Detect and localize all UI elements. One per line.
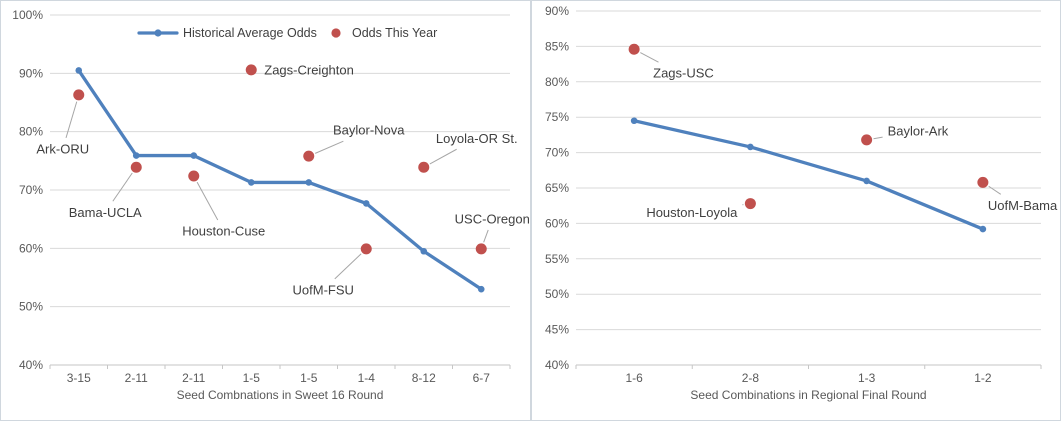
annotation-label: Baylor-Ark [888, 123, 949, 138]
annotation-leader-line [112, 172, 133, 202]
annotation-label: Houston-Cuse [182, 224, 265, 239]
odds-this-year-dot [861, 134, 873, 146]
historical-odds-marker [863, 177, 870, 185]
annotation-leader-line [873, 136, 883, 140]
historical-odds-marker [75, 67, 83, 74]
regional-final-chart-svg: 40% 45% 50% 55% 60% 65% 70% 75% 80% 85% 90% 1-6 2-8 1… [531, 0, 1061, 421]
odds-this-year-dot [130, 161, 142, 173]
sweet16-chart-svg: 40% 50% 60% 70% 80% 90% 100% 3-15 2-11 2-11 1-5 1-5… [0, 0, 531, 421]
annotation-leader-line [640, 52, 659, 63]
y-tick-label: 50% [19, 300, 43, 314]
odds-this-year-dot [628, 43, 640, 55]
annotation-leader-line [334, 253, 362, 280]
y-tick-label: 50% [545, 287, 569, 301]
y-tick-label: 70% [545, 146, 569, 160]
x-tick-label: 1-2 [974, 371, 992, 385]
y-tick-label: 40% [545, 358, 569, 372]
historical-odds-marker [247, 179, 255, 186]
odds-this-year-dot [418, 161, 430, 173]
legend-line-marker [154, 29, 162, 37]
y-tick-label: 80% [19, 125, 43, 139]
y-tick-label: 45% [545, 323, 569, 337]
annotation-label: Ark-ORU [36, 141, 89, 156]
annotation-label: Loyola-OR St. [436, 131, 518, 146]
y-tick-label: 70% [19, 183, 43, 197]
historical-odds-marker [362, 200, 370, 207]
annotation-label: USC-Oregon [455, 211, 530, 226]
odds-this-year-dot [360, 243, 372, 255]
annotation-label: Houston-Loyola [646, 205, 738, 220]
historical-odds-line [632, 119, 985, 231]
historical-odds-marker [132, 152, 140, 159]
annotation-leader-line [65, 101, 78, 139]
y-tick-label: 40% [19, 358, 43, 372]
x-tick-label: 2-8 [742, 371, 760, 385]
odds-this-year-dot [73, 89, 85, 101]
panel-border [531, 0, 1061, 421]
historical-odds-marker [305, 179, 313, 186]
y-tick-label: 90% [545, 4, 569, 18]
historical-odds-marker [190, 152, 198, 159]
historical-odds-marker [979, 225, 987, 233]
odds-this-year-dot [245, 64, 257, 76]
y-tick-label: 65% [545, 181, 569, 195]
y-tick-label: 55% [545, 252, 569, 266]
odds-this-year-dot [188, 170, 200, 182]
x-tick-label: 1-6 [625, 371, 643, 385]
historical-odds-marker [477, 285, 485, 293]
annotation-label: Bama-UCLA [69, 205, 142, 220]
historical-odds-line [77, 68, 483, 291]
historical-odds-marker [420, 247, 428, 255]
x-tick-label: 1-4 [358, 371, 376, 385]
historical-odds-marker [630, 117, 638, 125]
regional-final-chart-panel: 40% 45% 50% 55% 60% 65% 70% 75% 80% 85% 90% 1-6 2-8 1… [531, 0, 1061, 421]
annotation-leader-line [483, 229, 489, 243]
annotation-label: UofM-FSU [293, 282, 354, 297]
odds-this-year-dot [744, 198, 756, 210]
odds-this-year-dot [475, 243, 487, 255]
historical-odds-marker [747, 143, 754, 151]
annotation-leader-line [988, 185, 1002, 195]
legend-label-this-year: Odds This Year [352, 26, 437, 40]
legend-label-historical: Historical Average Odds [183, 26, 317, 40]
x-tick-label: 2-11 [182, 371, 205, 385]
y-tick-label: 60% [545, 216, 569, 230]
annotation-label: Baylor-Nova [333, 123, 405, 138]
y-tick-label: 60% [19, 241, 43, 255]
annotation-label: Zags-USC [653, 66, 714, 81]
x-tick-label: 6-7 [473, 371, 491, 385]
x-tick-label: 1-5 [300, 371, 318, 385]
x-tick-label: 2-11 [125, 371, 148, 385]
sweet16-chart-panel: 40% 50% 60% 70% 80% 90% 100% 3-15 2-11 2-11 1-5 1-5… [0, 0, 531, 421]
annotation-label: Zags-Creighton [264, 62, 354, 77]
x-tick-label: 3-15 [67, 371, 91, 385]
y-tick-label: 80% [545, 75, 569, 89]
x-axis-title: Seed Combinations in Regional Final Roun… [690, 388, 926, 402]
annotation-label: UofM-Bama [988, 198, 1058, 213]
y-tick-label: 100% [12, 8, 43, 22]
x-tick-label: 1-5 [243, 371, 261, 385]
x-tick-label: 1-3 [858, 371, 876, 385]
y-tick-label: 90% [19, 66, 43, 80]
legend-dot-marker [331, 28, 341, 38]
annotation-leader-line [429, 148, 457, 165]
y-tick-label: 75% [545, 110, 569, 124]
x-tick-label: 8-12 [412, 371, 436, 385]
odds-this-year-dot [303, 150, 315, 162]
x-axis-title: Seed Combnations in Sweet 16 Round [177, 388, 384, 402]
annotation-leader-line [314, 140, 344, 154]
odds-this-year-dot [977, 176, 989, 188]
annotation-leader-line [196, 181, 219, 221]
y-tick-label: 85% [545, 39, 569, 53]
